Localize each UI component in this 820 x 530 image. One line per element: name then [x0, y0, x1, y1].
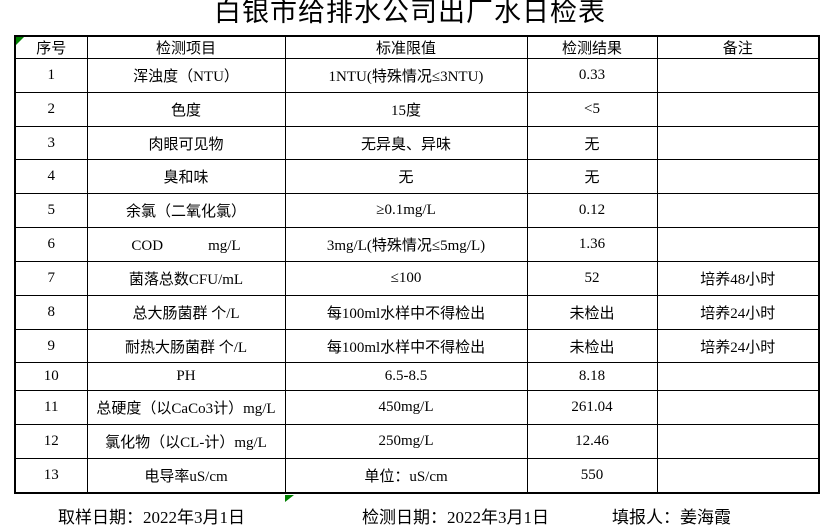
result-cell: 8.18 — [526, 362, 658, 392]
remark-cell: 培养24小时 — [656, 294, 820, 330]
reporter-value: 姜海霞 — [680, 508, 731, 527]
serial-cell: 13 — [14, 457, 88, 494]
testing-date-label: 检测日期： — [362, 508, 447, 527]
sampling-date-value: 2022年3月1日 — [143, 508, 245, 527]
limit-cell: 无 — [284, 159, 528, 195]
result-cell: 无 — [526, 159, 658, 195]
serial-cell: 8 — [14, 294, 88, 330]
item-cell: 氯化物（以CL-计）mg/L — [86, 423, 286, 459]
table-row: 2 色度 15度 <5 — [14, 91, 820, 127]
item-cell: 肉眼可见物 — [86, 125, 286, 161]
remark-cell — [656, 457, 820, 494]
table-header: 序号 检测项目 标准限值 检测结果 备注 — [14, 35, 820, 59]
table-row: 9 耐热大肠菌群 个/L 每100ml水样中不得检出 未检出 培养24小时 — [14, 328, 820, 364]
serial-cell: 5 — [14, 193, 88, 229]
serial-cell: 10 — [14, 362, 88, 392]
limit-cell: 3mg/L(特殊情况≤5mg/L) — [284, 227, 528, 262]
header-row: 序号 检测项目 标准限值 检测结果 备注 — [14, 35, 820, 59]
limit-cell: 单位：uS/cm — [284, 457, 528, 494]
serial-cell: 9 — [14, 328, 88, 364]
table-row: 4 臭和味 无 无 — [14, 159, 820, 195]
limit-cell: 250mg/L — [284, 423, 528, 459]
result-cell: 未检出 — [526, 294, 658, 330]
result-cell: 0.33 — [526, 58, 658, 93]
table-row: 5 余氯（二氧化氯） ≥0.1mg/L 0.12 — [14, 193, 820, 229]
table-row: 6 COD mg/L 3mg/L(特殊情况≤5mg/L) 1.36 — [14, 227, 820, 262]
remark-cell: 培养24小时 — [656, 328, 820, 364]
serial-cell: 11 — [14, 390, 88, 425]
item-cell: 余氯（二氧化氯） — [86, 193, 286, 229]
sampling-date: 取样日期：2022年3月1日 — [58, 503, 245, 528]
item-cell: COD mg/L — [86, 227, 286, 262]
item-cell: 耐热大肠菌群 个/L — [86, 328, 286, 364]
table-row: 10 PH 6.5-8.5 8.18 — [14, 362, 820, 392]
limit-cell: ≤100 — [284, 260, 528, 296]
serial-cell: 6 — [14, 227, 88, 262]
testing-date-value: 2022年3月1日 — [447, 508, 549, 527]
result-cell: 52 — [526, 260, 658, 296]
page-title: 白银市给排水公司出厂水日检表 — [214, 0, 606, 27]
column-header-remark: 备注 — [656, 35, 820, 59]
column-header-limit: 标准限值 — [284, 35, 528, 59]
remark-cell — [656, 125, 820, 161]
result-cell: 无 — [526, 125, 658, 161]
limit-cell: 450mg/L — [284, 390, 528, 425]
table-row: 3 肉眼可见物 无异臭、异味 无 — [14, 125, 820, 161]
remark-cell — [656, 58, 820, 93]
item-cell: 色度 — [86, 91, 286, 127]
testing-date: 检测日期：2022年3月1日 — [362, 503, 549, 528]
serial-cell: 3 — [14, 125, 88, 161]
reporter-label: 填报人： — [612, 508, 680, 527]
column-header-result: 检测结果 — [526, 35, 658, 59]
item-cell: 电导率uS/cm — [86, 457, 286, 494]
serial-cell: 2 — [14, 91, 88, 127]
result-cell: 未检出 — [526, 328, 658, 364]
remark-cell — [656, 390, 820, 425]
serial-cell: 4 — [14, 159, 88, 195]
remark-cell — [656, 159, 820, 195]
serial-cell: 7 — [14, 260, 88, 296]
remark-cell — [656, 362, 820, 392]
result-cell: <5 — [526, 91, 658, 127]
remark-cell — [656, 227, 820, 262]
error-indicator-icon — [16, 37, 24, 45]
remark-cell — [656, 193, 820, 229]
error-indicator-icon — [285, 495, 294, 502]
item-cell: 菌落总数CFU/mL — [86, 260, 286, 296]
remark-cell — [656, 91, 820, 127]
reporter: 填报人：姜海霞 — [612, 503, 731, 528]
table-row: 7 菌落总数CFU/mL ≤100 52 培养48小时 — [14, 260, 820, 296]
result-cell: 0.12 — [526, 193, 658, 229]
result-cell: 1.36 — [526, 227, 658, 262]
table-row: 12 氯化物（以CL-计）mg/L 250mg/L 12.46 — [14, 423, 820, 459]
item-cell: 总硬度（以CaCo3计）mg/L — [86, 390, 286, 425]
inspection-table: 序号 检测项目 标准限值 检测结果 备注 1 浑浊度（NTU） 1NTU(特殊情… — [14, 35, 820, 494]
result-cell: 550 — [526, 457, 658, 494]
sampling-date-label: 取样日期： — [58, 508, 143, 527]
serial-cell: 12 — [14, 423, 88, 459]
serial-cell: 1 — [14, 58, 88, 93]
result-cell: 261.04 — [526, 390, 658, 425]
item-cell: PH — [86, 362, 286, 392]
table-row: 13 电导率uS/cm 单位：uS/cm 550 — [14, 457, 820, 494]
table-row: 1 浑浊度（NTU） 1NTU(特殊情况≤3NTU) 0.33 — [14, 58, 820, 93]
item-cell: 浑浊度（NTU） — [86, 58, 286, 93]
item-cell: 臭和味 — [86, 159, 286, 195]
limit-cell: 每100ml水样中不得检出 — [284, 328, 528, 364]
limit-cell: 无异臭、异味 — [284, 125, 528, 161]
limit-cell: 1NTU(特殊情况≤3NTU) — [284, 58, 528, 93]
remark-cell — [656, 423, 820, 459]
item-cell: 总大肠菌群 个/L — [86, 294, 286, 330]
limit-cell: 每100ml水样中不得检出 — [284, 294, 528, 330]
limit-cell: 15度 — [284, 91, 528, 127]
remark-cell: 培养48小时 — [656, 260, 820, 296]
table-row: 8 总大肠菌群 个/L 每100ml水样中不得检出 未检出 培养24小时 — [14, 294, 820, 330]
column-header-serial: 序号 — [14, 35, 88, 59]
result-cell: 12.46 — [526, 423, 658, 459]
limit-cell: ≥0.1mg/L — [284, 193, 528, 229]
column-header-item: 检测项目 — [86, 35, 286, 59]
table-row: 11 总硬度（以CaCo3计）mg/L 450mg/L 261.04 — [14, 390, 820, 425]
limit-cell: 6.5-8.5 — [284, 362, 528, 392]
table-body: 1 浑浊度（NTU） 1NTU(特殊情况≤3NTU) 0.33 2 色度 15度… — [14, 58, 820, 494]
